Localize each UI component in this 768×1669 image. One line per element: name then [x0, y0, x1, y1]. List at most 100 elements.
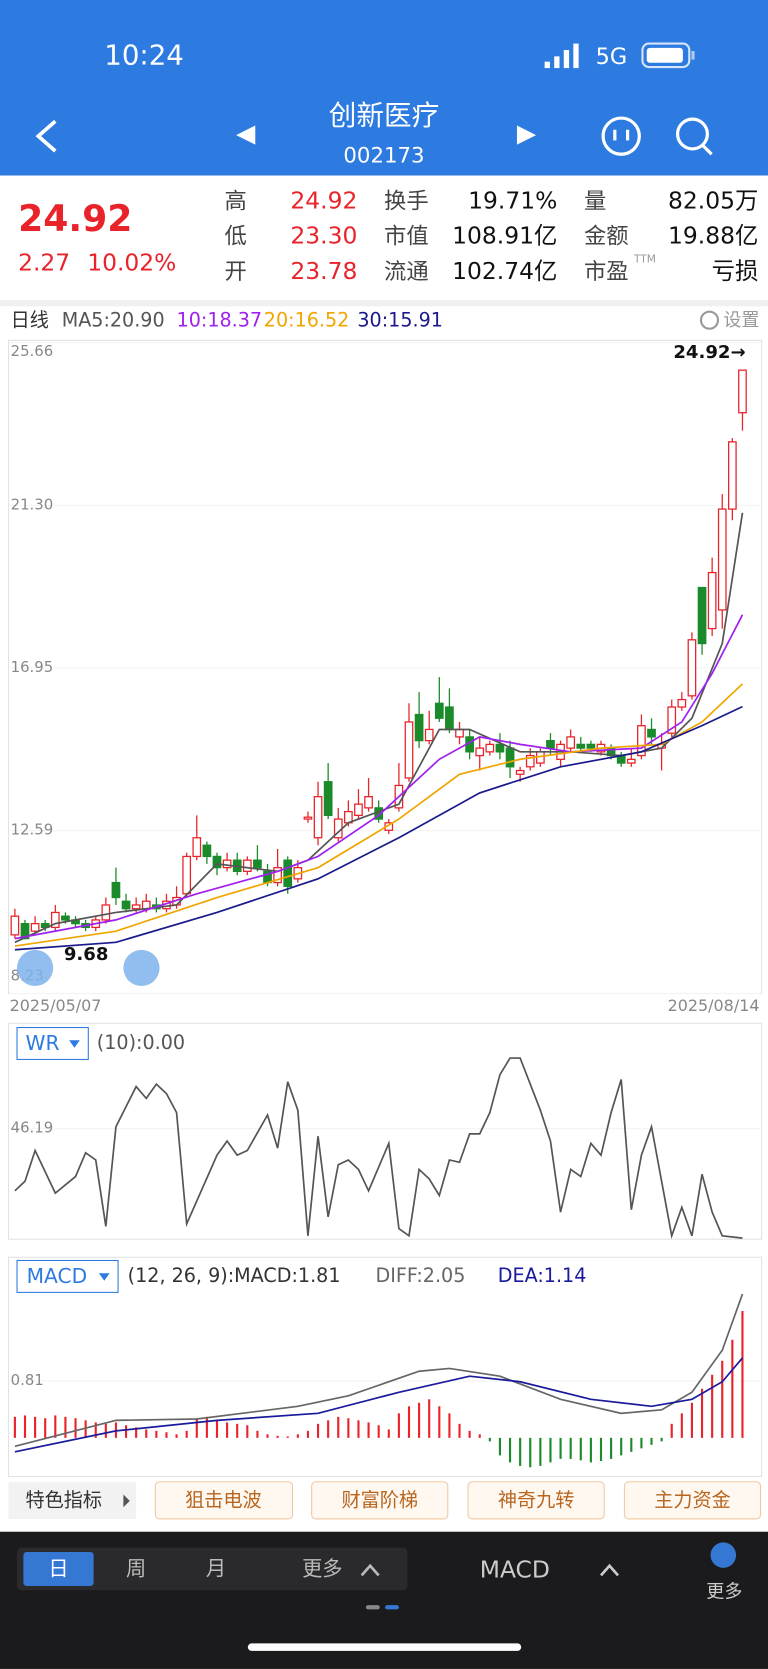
period-button[interactable]: 日 [48, 1557, 68, 1581]
series-line [14, 1057, 743, 1240]
candle-body [192, 837, 202, 858]
dropdown-caret [98, 1273, 110, 1281]
series-line [14, 1357, 744, 1453]
stock-code: 002173 [343, 143, 424, 168]
candle-body [738, 369, 747, 414]
chat-button[interactable] [601, 116, 641, 156]
y-tick-label: 12.59 [11, 821, 54, 839]
y-tick-label: 46.19 [11, 1119, 54, 1137]
stat-value: 82.05万 [668, 187, 758, 215]
candle-body [222, 859, 232, 869]
stat-value: 102.74亿 [452, 257, 557, 285]
search-button[interactable] [675, 117, 713, 156]
next-stock[interactable] [516, 125, 537, 145]
battery-icon [641, 42, 695, 69]
stat-value: 23.78 [290, 257, 357, 285]
period-pill [17, 1547, 408, 1591]
tab-box[interactable] [623, 1481, 762, 1520]
tab-box[interactable] [311, 1481, 449, 1520]
candle-body [717, 508, 727, 611]
candle-body [434, 702, 444, 719]
page-dot [365, 1605, 380, 1610]
period-selected [23, 1551, 94, 1586]
period-button[interactable]: 周 [126, 1557, 146, 1581]
candle-body [242, 859, 252, 873]
wr-title[interactable]: WR [26, 1031, 60, 1055]
more-button[interactable]: 更多 [706, 1581, 742, 1602]
stat-value: 19.71% [468, 187, 557, 215]
period-button[interactable]: 更多 [302, 1557, 342, 1581]
candle-body [525, 754, 535, 768]
candle-body [455, 728, 464, 738]
prev-stock[interactable] [236, 125, 256, 145]
candle-body [586, 743, 596, 749]
status-time: 10:24 [104, 38, 184, 71]
more-icon[interactable] [710, 1542, 737, 1568]
indicator-tab[interactable]: 狙击电波 [185, 1488, 262, 1511]
chart-title: 日线 [11, 309, 49, 332]
series-line [14, 614, 744, 940]
tab-box[interactable] [467, 1481, 605, 1520]
macd-title[interactable]: MACD [27, 1264, 88, 1288]
settings-button[interactable]: 设置 [699, 310, 759, 331]
indicator-tab[interactable]: 主力资金 [654, 1488, 731, 1511]
settings-label[interactable]: 设置 [723, 310, 759, 331]
back-button[interactable] [35, 119, 57, 153]
candle-body [505, 747, 515, 768]
series-line [14, 705, 743, 951]
indicator-tab-bg [8, 1481, 137, 1519]
tab-box[interactable] [154, 1481, 294, 1520]
indicator-button[interactable]: MACD [480, 1556, 550, 1584]
stock-name: 创新医疗 [329, 99, 440, 132]
candle-body [475, 747, 485, 757]
scroll-button[interactable] [17, 949, 54, 987]
indicator-tab[interactable]: 神奇九转 [498, 1488, 575, 1511]
candle-body [495, 743, 505, 753]
period-button[interactable]: 月 [206, 1557, 226, 1581]
wr-frame [7, 1022, 763, 1240]
y-tick-label: 21.30 [11, 495, 54, 513]
macd-params: (12, 26, 9):MACD:1.81 [128, 1264, 341, 1287]
low-annotation: 9.68 [64, 944, 109, 965]
chart-tools [17, 949, 160, 987]
macd-frame [7, 1256, 763, 1477]
candle-body [424, 728, 434, 742]
indicator-tab[interactable]: 财富阶梯 [341, 1488, 418, 1511]
separator [0, 299, 768, 307]
legend-label: 10:18.37 [177, 309, 263, 332]
candle-body [364, 796, 373, 809]
candle-body [727, 441, 737, 510]
candle-body [313, 796, 323, 839]
candle-body [50, 911, 60, 929]
candle-body [10, 915, 20, 936]
stat-label: 市盈 [584, 259, 629, 285]
candle-body [61, 915, 70, 921]
y-tick-label: 0.81 [11, 1371, 44, 1389]
indicator-tab[interactable]: 特色指标 [26, 1488, 103, 1511]
price-change-pct: 10.02% [87, 248, 176, 276]
stat-value: 19.88亿 [668, 222, 758, 250]
candle-body [101, 904, 111, 921]
status-network: 5G [596, 44, 628, 70]
caret [360, 1563, 380, 1577]
legend-label: (10):0.00 [97, 1031, 185, 1054]
zoom-button[interactable] [123, 949, 160, 987]
candle-body [404, 721, 414, 779]
indicator-tabs: 狙击电波 财富阶梯 神奇九转 主力资金 [154, 1481, 762, 1520]
candle-body [20, 923, 30, 940]
x-tick-label: 2025/08/14 [668, 996, 760, 1015]
charts: 8.2312.5916.9521.3025.662025/05/072025/0… [10, 309, 761, 1468]
candle-body [626, 758, 636, 764]
x-tick-label: 2025/05/07 [10, 996, 102, 1015]
candle-body [485, 743, 495, 753]
signal-icon [544, 43, 579, 69]
series-line [14, 512, 744, 944]
y-tick-label: 25.66 [11, 342, 54, 360]
candle-body [212, 855, 222, 869]
candle-body [202, 844, 212, 858]
stat-value: 亏损 [712, 257, 759, 285]
candle-body [445, 706, 454, 731]
candle-body [566, 736, 576, 749]
candle-body [30, 923, 40, 932]
